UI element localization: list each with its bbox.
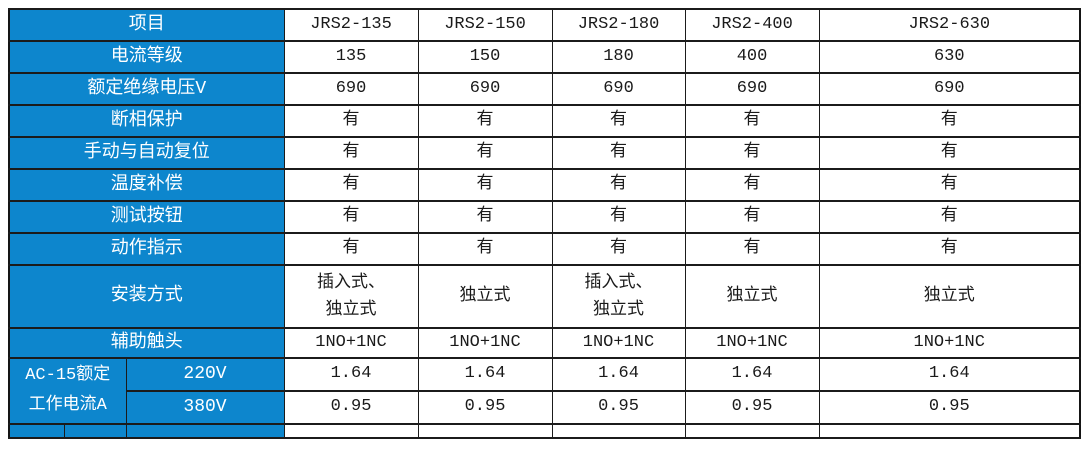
cell: 有 [684,168,820,202]
model-header: JRS2-400 [684,8,820,42]
row-label: 电流等级 [8,40,285,74]
cell: 有 [283,136,419,170]
cell: 1NO+1NC [818,327,1081,359]
cell: 有 [417,168,553,202]
cell: 630 [818,40,1081,74]
row-label: 辅助触头 [8,327,285,359]
cell: 有 [818,168,1081,202]
cell: 独立式 [417,264,553,329]
cell: 有 [818,136,1081,170]
partial-cell [551,423,686,439]
table-row-phase-failure: 断相保护 有 有 有 有 有 [8,104,1081,138]
table-row-mounting: 安装方式 插入式、 独立式 独立式 插入式、 独立式 独立式 独立式 [8,264,1081,329]
cell: 有 [417,232,553,266]
model-header: JRS2-135 [283,8,419,42]
cell: 有 [417,136,553,170]
row-label: 温度补偿 [8,168,285,202]
cell: 有 [283,168,419,202]
partial-cell [125,423,285,439]
table-row-ac15-220v: AC-15额定 工作电流A 220V 1.64 1.64 1.64 1.64 1… [8,357,1081,425]
cell: 有 [551,168,686,202]
table-row-temp-compensation: 温度补偿 有 有 有 有 有 [8,168,1081,202]
cell: 1NO+1NC [684,327,820,359]
sub-row-label: 380V [125,390,285,425]
model-header: JRS2-180 [551,8,686,42]
cell: 有 [283,104,419,138]
cell: 有 [283,232,419,266]
partial-cell [417,423,553,439]
table-row-aux-contacts: 辅助触头 1NO+1NC 1NO+1NC 1NO+1NC 1NO+1NC 1NO… [8,327,1081,359]
cell: 0.95 [684,390,820,425]
cell: 有 [283,200,419,234]
cell: 插入式、 独立式 [551,264,686,329]
cell: 有 [818,104,1081,138]
cell: 有 [684,232,820,266]
table-row-partial [8,423,1081,439]
sub-row-label: 220V [125,357,285,392]
cell: 690 [684,72,820,106]
row-label: 额定绝缘电压V [8,72,285,106]
table-row-test-button: 测试按钮 有 有 有 有 有 [8,200,1081,234]
cell: 有 [684,136,820,170]
cell: 1NO+1NC [417,327,553,359]
table-row-action-indicator: 动作指示 有 有 有 有 有 [8,232,1081,266]
cell: 独立式 [818,264,1081,329]
cell: 1.64 [417,357,553,392]
table-row-current-rating: 电流等级 135 150 180 400 630 [8,40,1081,74]
cell: 150 [417,40,553,74]
cell: 有 [818,200,1081,234]
cell: 135 [283,40,419,74]
cell: 1NO+1NC [283,327,419,359]
cell: 有 [417,200,553,234]
partial-cell [684,423,820,439]
cell: 插入式、 独立式 [283,264,419,329]
cell: 有 [417,104,553,138]
cell: 有 [818,232,1081,266]
cell: 0.95 [818,390,1081,425]
cell: 1.64 [283,357,419,392]
header-row: 项目 JRS2-135 JRS2-150 JRS2-180 JRS2-400 J… [8,8,1081,42]
cell: 690 [417,72,553,106]
model-header: JRS2-150 [417,8,553,42]
row-label: 断相保护 [8,104,285,138]
cell: 690 [283,72,419,106]
cell: 独立式 [684,264,820,329]
cell: 有 [551,136,686,170]
cell: 1.64 [818,357,1081,392]
cell: 1.64 [551,357,686,392]
cell: 有 [684,104,820,138]
corner-label: 项目 [8,8,285,42]
cell: 690 [551,72,686,106]
relay-spec-table: 项目 JRS2-135 JRS2-150 JRS2-180 JRS2-400 J… [8,8,1081,439]
model-header: JRS2-630 [818,8,1081,42]
cell: 0.95 [551,390,686,425]
cell: 0.95 [417,390,553,425]
cell: 0.95 [283,390,419,425]
group-row-label: AC-15额定 工作电流A [8,357,127,425]
table-row-reset: 手动与自动复位 有 有 有 有 有 [8,136,1081,170]
cell: 有 [684,200,820,234]
cell: 180 [551,40,686,74]
partial-cell [8,423,65,439]
partial-cell [818,423,1081,439]
cell: 400 [684,40,820,74]
partial-cell [283,423,419,439]
cell: 有 [551,104,686,138]
cell: 1.64 [684,357,820,392]
row-label: 动作指示 [8,232,285,266]
cell: 690 [818,72,1081,106]
row-label: 手动与自动复位 [8,136,285,170]
table-row-ac15-380v: 380V 0.95 0.95 0.95 0.95 0.95 [9,390,1081,425]
table-row-insulation-voltage: 额定绝缘电压V 690 690 690 690 690 [8,72,1081,106]
row-label: 安装方式 [8,264,285,329]
cell: 1NO+1NC [551,327,686,359]
cell: 有 [551,200,686,234]
partial-cell [63,423,127,439]
row-label: 测试按钮 [8,200,285,234]
cell: 有 [551,232,686,266]
